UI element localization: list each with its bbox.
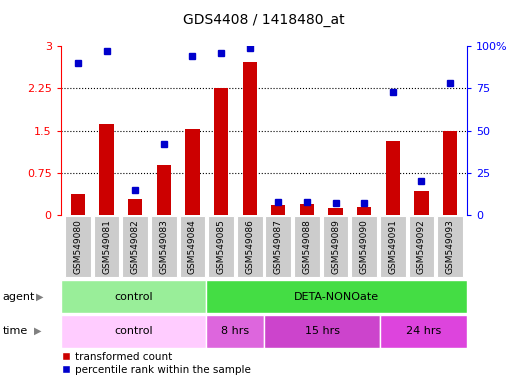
FancyBboxPatch shape xyxy=(437,216,463,277)
Text: GSM549081: GSM549081 xyxy=(102,219,111,274)
Text: DETA-NONOate: DETA-NONOate xyxy=(294,291,379,302)
Bar xyxy=(300,204,314,215)
FancyBboxPatch shape xyxy=(180,216,205,277)
FancyBboxPatch shape xyxy=(380,315,467,348)
FancyBboxPatch shape xyxy=(61,280,206,313)
Legend: transformed count, percentile rank within the sample: transformed count, percentile rank withi… xyxy=(58,348,254,379)
Text: GSM549086: GSM549086 xyxy=(245,219,254,274)
Text: control: control xyxy=(114,291,153,302)
FancyBboxPatch shape xyxy=(294,216,320,277)
Text: GSM549082: GSM549082 xyxy=(130,219,140,274)
Bar xyxy=(443,131,457,215)
Text: ▶: ▶ xyxy=(34,326,42,336)
FancyBboxPatch shape xyxy=(351,216,377,277)
Text: GSM549089: GSM549089 xyxy=(331,219,340,274)
Bar xyxy=(385,141,400,215)
FancyBboxPatch shape xyxy=(380,216,406,277)
Text: GSM549083: GSM549083 xyxy=(159,219,168,274)
FancyBboxPatch shape xyxy=(93,216,119,277)
Bar xyxy=(99,124,114,215)
FancyBboxPatch shape xyxy=(409,216,435,277)
Bar xyxy=(157,166,171,215)
Bar xyxy=(357,207,371,215)
FancyBboxPatch shape xyxy=(61,315,206,348)
FancyBboxPatch shape xyxy=(206,315,264,348)
FancyBboxPatch shape xyxy=(323,216,348,277)
Bar xyxy=(214,88,228,215)
Text: 15 hrs: 15 hrs xyxy=(305,326,340,336)
Text: 8 hrs: 8 hrs xyxy=(221,326,249,336)
FancyBboxPatch shape xyxy=(208,216,234,277)
Bar xyxy=(328,208,343,215)
Bar xyxy=(71,194,85,215)
Text: GSM549090: GSM549090 xyxy=(360,219,369,274)
FancyBboxPatch shape xyxy=(264,315,380,348)
Bar xyxy=(242,62,257,215)
Text: GDS4408 / 1418480_at: GDS4408 / 1418480_at xyxy=(183,13,345,27)
Text: GSM549088: GSM549088 xyxy=(303,219,312,274)
Text: GSM549093: GSM549093 xyxy=(446,219,455,274)
Bar xyxy=(128,199,143,215)
Bar xyxy=(271,205,286,215)
Text: GSM549092: GSM549092 xyxy=(417,219,426,274)
Text: control: control xyxy=(114,326,153,336)
Text: GSM549091: GSM549091 xyxy=(388,219,398,274)
Text: GSM549080: GSM549080 xyxy=(73,219,82,274)
FancyBboxPatch shape xyxy=(151,216,177,277)
Text: agent: agent xyxy=(3,291,35,302)
FancyBboxPatch shape xyxy=(65,216,91,277)
Bar xyxy=(185,129,200,215)
FancyBboxPatch shape xyxy=(237,216,262,277)
FancyBboxPatch shape xyxy=(206,280,467,313)
FancyBboxPatch shape xyxy=(266,216,291,277)
Text: 24 hrs: 24 hrs xyxy=(406,326,441,336)
Text: GSM549085: GSM549085 xyxy=(216,219,225,274)
FancyBboxPatch shape xyxy=(122,216,148,277)
Text: GSM549087: GSM549087 xyxy=(274,219,283,274)
Text: time: time xyxy=(3,326,28,336)
Text: GSM549084: GSM549084 xyxy=(188,219,197,274)
Bar xyxy=(414,191,429,215)
Text: ▶: ▶ xyxy=(36,291,43,302)
